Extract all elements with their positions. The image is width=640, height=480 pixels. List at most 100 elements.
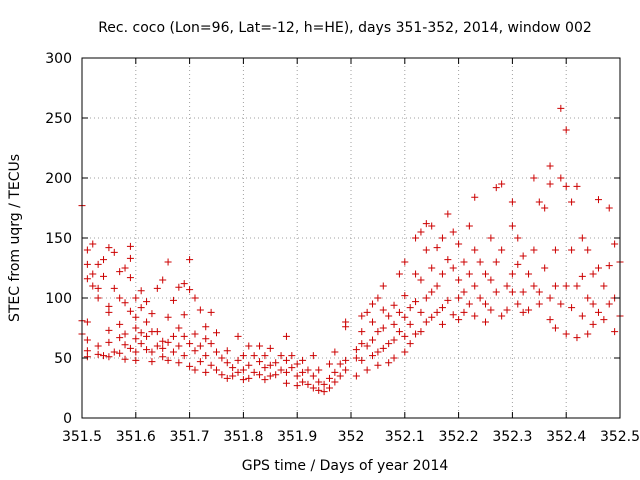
data-point — [196, 306, 204, 314]
data-point — [460, 258, 468, 266]
data-point — [541, 264, 549, 272]
data-point — [401, 292, 409, 300]
data-point — [105, 338, 113, 346]
x-tick-label: 351.5 — [62, 429, 102, 445]
data-point — [589, 270, 597, 278]
data-point — [530, 174, 538, 182]
data-point — [433, 308, 441, 316]
data-point — [277, 366, 285, 374]
data-point — [390, 336, 398, 344]
data-point — [541, 204, 549, 212]
data-point — [605, 204, 613, 212]
data-point — [186, 340, 194, 348]
data-point — [277, 352, 285, 360]
data-point — [455, 240, 463, 248]
data-point — [191, 330, 199, 338]
data-point — [94, 260, 102, 268]
data-point — [245, 342, 253, 350]
data-point — [266, 344, 274, 352]
data-point — [482, 300, 489, 308]
data-point — [578, 312, 586, 320]
data-point — [132, 313, 140, 321]
data-point — [369, 336, 377, 344]
x-tick-label: 351.9 — [277, 429, 317, 445]
data-point — [519, 288, 527, 296]
data-point — [331, 348, 339, 356]
data-point — [535, 198, 543, 206]
data-point — [455, 316, 463, 324]
data-point — [186, 362, 194, 370]
x-axis-label: GPS time / Days of year 2014 — [242, 458, 449, 474]
data-point — [126, 254, 134, 262]
data-point — [438, 270, 446, 278]
data-point — [395, 308, 403, 316]
data-point — [234, 356, 242, 364]
data-point — [83, 353, 91, 361]
data-point — [100, 352, 108, 360]
data-point — [116, 268, 124, 276]
data-point — [105, 353, 113, 361]
data-point — [492, 288, 500, 296]
data-point — [272, 359, 280, 367]
data-point — [385, 312, 393, 320]
data-point — [401, 332, 409, 340]
data-point — [89, 240, 97, 248]
data-point — [417, 328, 425, 336]
data-point — [358, 328, 366, 336]
data-point — [444, 296, 452, 304]
data-point — [180, 311, 188, 319]
data-point — [428, 222, 436, 230]
data-point — [557, 104, 565, 112]
data-point — [293, 372, 301, 380]
data-point — [352, 346, 360, 354]
data-point — [126, 307, 134, 315]
data-point — [578, 272, 586, 280]
data-point — [551, 324, 559, 332]
data-point — [546, 162, 554, 170]
data-point — [342, 356, 350, 364]
data-point — [352, 354, 360, 362]
data-point — [282, 356, 290, 364]
data-point — [594, 264, 602, 272]
data-point — [514, 300, 522, 308]
data-point — [412, 270, 420, 278]
data-point — [282, 332, 290, 340]
data-point — [121, 355, 129, 363]
data-point — [492, 258, 500, 266]
data-point — [428, 288, 436, 296]
data-point — [153, 328, 161, 336]
data-point — [412, 234, 420, 242]
data-point — [261, 352, 269, 360]
data-point — [121, 341, 129, 349]
data-point — [546, 316, 554, 324]
data-point — [363, 342, 371, 350]
data-point — [406, 340, 414, 348]
data-point — [390, 301, 398, 309]
data-points — [78, 104, 624, 396]
data-point — [573, 182, 581, 190]
data-point — [282, 368, 290, 376]
data-point — [584, 330, 592, 338]
data-point — [245, 361, 253, 369]
data-point — [449, 311, 457, 319]
data-point — [385, 340, 393, 348]
data-point — [288, 364, 296, 372]
data-point — [342, 323, 350, 331]
data-point — [508, 198, 516, 206]
data-point — [164, 313, 172, 321]
data-point — [336, 372, 344, 380]
data-point — [126, 344, 134, 352]
data-point — [449, 264, 457, 272]
data-point — [530, 282, 538, 290]
data-point — [229, 372, 237, 380]
grid-lines — [82, 58, 620, 418]
data-point — [546, 180, 554, 188]
data-point — [352, 372, 360, 380]
data-point — [325, 360, 333, 368]
data-point — [191, 366, 199, 374]
data-point — [444, 210, 452, 218]
data-point — [94, 342, 102, 350]
data-point — [126, 242, 134, 250]
y-tick-label: 50 — [54, 351, 72, 367]
data-point — [132, 356, 140, 364]
